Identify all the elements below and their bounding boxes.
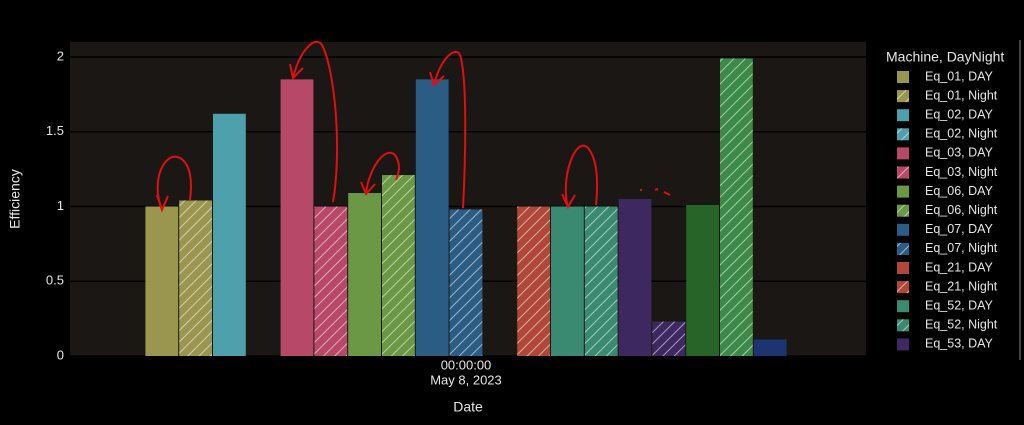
x-tick-label: May 8, 2023 (430, 372, 502, 387)
bar (382, 175, 415, 356)
legend-label: Eq_52, DAY (925, 298, 994, 312)
legend-title: Machine, DayNight (886, 49, 1004, 65)
annotation-arrow (156, 194, 169, 213)
legend-swatch (897, 204, 909, 217)
x-tick-label: 00:00:00 (441, 357, 492, 372)
annotation-arrow (289, 63, 304, 81)
legend-label: Eq_03, Night (925, 165, 998, 179)
legend-swatch (897, 300, 909, 313)
y-tick-label: 1.5 (46, 123, 64, 138)
annotation-arrow (429, 71, 445, 87)
legend-label: Eq_21, DAY (925, 260, 994, 274)
y-tick-label: 1 (57, 198, 64, 213)
legend-swatch (897, 71, 909, 83)
bar (280, 79, 314, 356)
legend-swatch (897, 319, 909, 332)
legend-label: Eq_06, Night (925, 203, 998, 217)
legend-label: Eq_02, DAY (925, 107, 994, 121)
bar (517, 206, 550, 356)
legend-swatch (897, 185, 909, 198)
bar (720, 58, 753, 356)
bar (584, 206, 618, 356)
bar (213, 113, 246, 357)
legend-label: Eq_07, Night (925, 241, 998, 255)
bar (652, 321, 686, 356)
x-axis-title: Date (453, 399, 483, 415)
legend-label: Eq_07, DAY (925, 222, 994, 236)
annotation-arrow (365, 151, 400, 195)
bar (618, 199, 652, 356)
bar (145, 206, 179, 356)
annotation-arrow (156, 155, 192, 211)
legend-swatch (897, 281, 909, 294)
bar (686, 204, 719, 356)
annotation-arrow (564, 144, 598, 208)
legend-label: Eq_21, Night (925, 279, 998, 293)
legend-label: Eq_01, DAY (925, 69, 994, 83)
legend-label: Eq_01, Night (925, 88, 998, 102)
legend-swatch (897, 128, 909, 141)
bar (449, 209, 483, 356)
legend-label: Eq_53, DAY (925, 337, 994, 351)
bar (348, 193, 381, 356)
bar (551, 206, 584, 356)
annotations (156, 41, 671, 213)
annotation-arrow (433, 50, 467, 209)
legend-swatch (897, 242, 909, 255)
bar (753, 339, 787, 356)
y-axis-title: Efficiency (7, 169, 23, 229)
legend-swatch (897, 109, 909, 122)
legend-label: Eq_03, DAY (925, 146, 994, 160)
legend-swatch (897, 223, 909, 236)
annotation-arrow (561, 193, 576, 210)
legend-swatch (897, 262, 909, 274)
annotation-mark (640, 188, 671, 196)
legend-label: Eq_06, DAY (925, 184, 994, 198)
legend-label: Eq_02, Night (925, 127, 998, 141)
y-tick-label: 0 (57, 347, 64, 362)
annotation-arrow (360, 181, 376, 196)
legend-label: Eq_52, Night (925, 318, 998, 332)
bar (415, 79, 449, 356)
annotation-arrow (292, 41, 339, 203)
legend-swatch (897, 166, 909, 179)
bar (314, 206, 348, 356)
y-tick-label: 2 (57, 48, 64, 63)
legend-swatch (897, 90, 909, 103)
y-tick-label: 0.5 (46, 273, 64, 288)
bar (179, 200, 212, 356)
legend-swatch (897, 147, 909, 160)
legend-swatch (897, 338, 909, 351)
